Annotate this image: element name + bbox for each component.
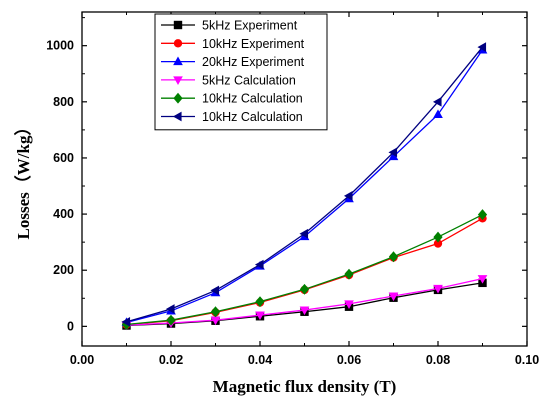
data-point [299,228,309,239]
legend-label: 20kHz Experiment [202,55,305,69]
legend-marker [173,39,183,48]
data-point [343,191,353,201]
series-4 [121,275,488,331]
data-point [255,311,265,321]
data-point [299,306,310,316]
legend-marker [173,92,183,104]
y-axis: 0 200 400 600 800 1000 [46,17,527,333]
legend-item: 5kHz Calculation [161,73,296,87]
legend-label: 5kHz Experiment [202,19,298,33]
x-tick-label: 0.00 [70,353,94,367]
data-point [165,304,175,314]
data-point [388,151,399,161]
data-point [210,285,220,296]
x-tick-label: 0.10 [515,353,539,367]
legend-marker [172,111,182,122]
data-point [477,209,488,221]
legend-label: 10kHz Calculation [202,92,303,106]
y-tick-label: 200 [53,263,74,277]
legend-item: 5kHz Experiment [161,19,298,33]
series-layer [121,42,488,331]
x-tick-label: 0.02 [159,353,183,367]
x-tick-label: 0.06 [337,353,361,367]
legend-item: 20kHz Experiment [161,55,305,69]
data-point [344,300,354,309]
legend-marker [173,20,183,30]
data-point [344,268,354,280]
legend-item: 10kHz Calculation [161,92,303,106]
data-point [433,109,443,119]
legend-item: 10kHz Experiment [161,37,305,51]
y-axis-title: Losses（W/kg） [13,119,33,240]
y-tick-label: 800 [53,95,74,109]
data-point [433,231,443,243]
data-point [210,316,221,326]
legend-label: 5kHz Calculation [202,73,296,87]
x-tick-label: 0.04 [248,353,272,367]
data-point [254,259,264,270]
data-point [388,147,398,158]
legend: 5kHz Experiment 10kHz Experiment 20kHz Exp… [154,13,328,131]
legend-marker [173,76,183,85]
legend-marker [173,56,183,66]
data-point [432,96,442,107]
y-tick-label: 1000 [46,39,74,53]
legend-item: 10kHz Calculation [161,110,303,124]
legend-box [154,13,328,131]
data-point [210,306,221,318]
data-point [433,239,443,248]
data-point [477,275,488,284]
data-point [477,42,487,52]
y-tick-label: 600 [53,151,74,165]
data-point [255,296,265,308]
legend-label: 10kHz Experiment [202,37,305,51]
data-point [121,317,131,327]
y-tick-label: 400 [53,207,74,221]
x-tick-label: 0.08 [426,353,450,367]
legend-label: 10kHz Calculation [202,110,303,124]
data-point [433,284,443,294]
data-point [166,314,176,326]
series-5 [121,209,488,330]
x-axis-title: Magnetic flux density (T) [213,377,397,396]
y-tick-label: 0 [67,319,74,333]
series-6 [121,42,487,327]
data-point [299,283,310,295]
data-point [388,292,399,302]
data-point [388,251,399,263]
